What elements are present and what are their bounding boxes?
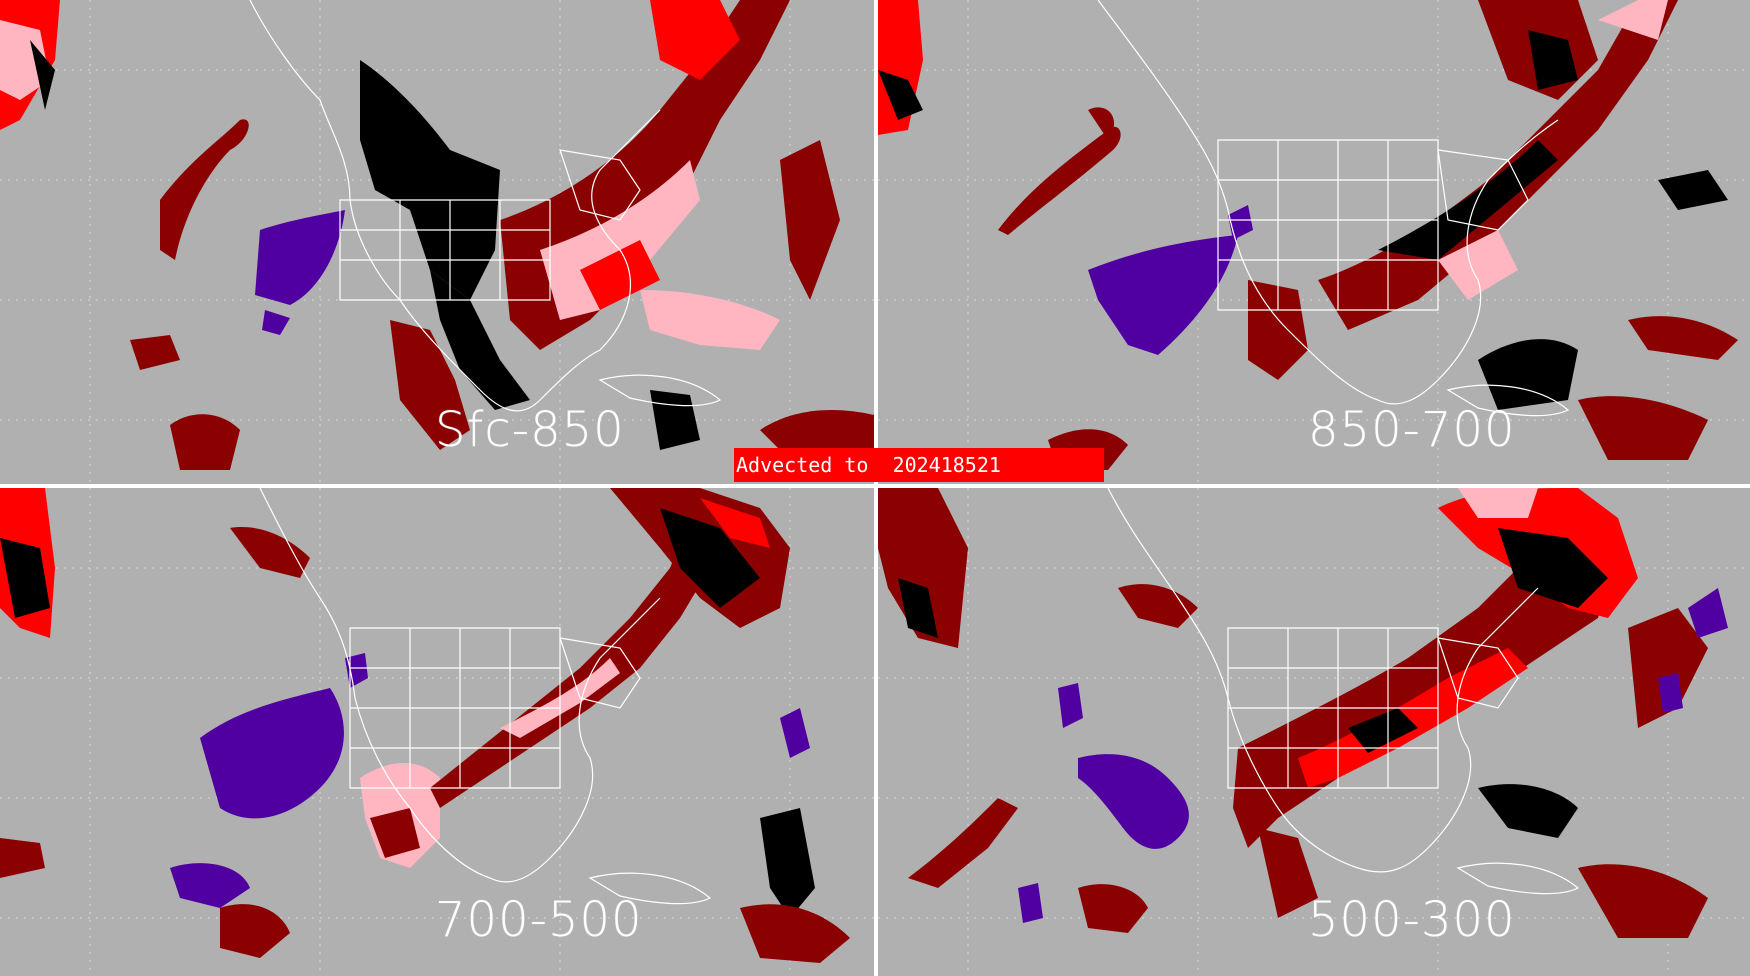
layer-label-850-700: 850-700 xyxy=(1308,402,1516,458)
layer-label-500-300: 500-300 xyxy=(1308,892,1516,948)
coastlines xyxy=(249,0,722,412)
moisture-fields xyxy=(878,0,1738,470)
vertical-divider xyxy=(874,0,878,976)
coastlines xyxy=(259,488,712,905)
map-sfc-850 xyxy=(0,0,874,484)
map-500-300 xyxy=(878,488,1750,976)
map-panel-700-500: 700-500 xyxy=(0,488,874,976)
coastlines xyxy=(1107,488,1580,895)
map-panel-sfc-850: Sfc-850 xyxy=(0,0,874,484)
map-panel-850-700: 850-700 xyxy=(878,0,1750,484)
horizontal-divider xyxy=(0,484,1750,488)
coastlines xyxy=(1097,0,1570,417)
graticule xyxy=(878,0,1750,484)
banner-value: 202418521 xyxy=(892,453,1001,477)
map-panel-500-300: 500-300 xyxy=(878,488,1750,976)
banner-prefix: Advected to xyxy=(736,453,869,477)
layer-label-700-500: 700-500 xyxy=(435,892,643,948)
layer-label-sfc-850: Sfc-850 xyxy=(435,402,625,458)
advected-banner: Advected to 202418521 xyxy=(734,448,1104,482)
moisture-fields xyxy=(878,488,1728,938)
moisture-fields xyxy=(0,488,850,963)
map-700-500 xyxy=(0,488,874,976)
moisture-fields xyxy=(0,0,874,470)
map-850-700 xyxy=(878,0,1750,484)
